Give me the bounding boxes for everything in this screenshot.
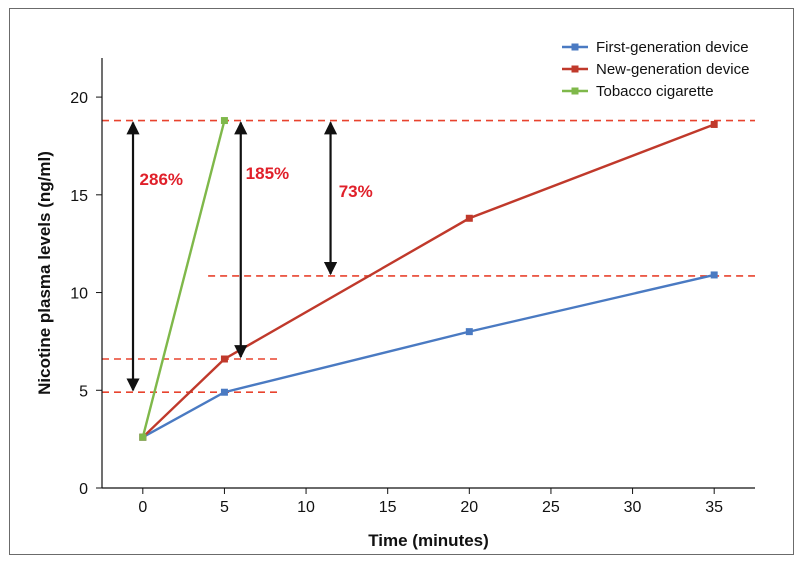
- legend-marker: [571, 43, 579, 51]
- series-group: [139, 117, 718, 441]
- y-axis-title: Nicotine plasma levels (ng/ml): [35, 151, 54, 395]
- series-line: [141, 123, 715, 439]
- y-tick-label: 10: [70, 286, 88, 303]
- data-point: [220, 355, 228, 363]
- percent-label: 73%: [339, 182, 373, 201]
- x-axis-title: Time (minutes): [368, 531, 489, 550]
- x-tick-label: 5: [220, 499, 229, 516]
- series-line: [142, 273, 715, 439]
- data-point: [465, 214, 473, 222]
- x-tick-label: 25: [542, 499, 560, 516]
- legend-marker: [571, 65, 579, 73]
- data-point: [220, 388, 228, 396]
- y-tick-label: 0: [79, 481, 88, 498]
- legend-marker: [571, 87, 579, 95]
- x-tick-label: 30: [624, 499, 642, 516]
- data-point: [220, 117, 228, 125]
- legend-label: New-generation device: [596, 61, 749, 78]
- x-tick-label: 20: [460, 499, 478, 516]
- y-tick-label: 15: [70, 188, 88, 205]
- axes: 0 5 10 15 20 25 30 35 0 5 10 15 20 Time (minutes) Nico…: [35, 58, 755, 550]
- chart-frame: [9, 8, 794, 555]
- legend-label: First-generation device: [596, 39, 749, 56]
- x-tick-label: 15: [379, 499, 397, 516]
- data-point: [710, 120, 718, 128]
- percent-label: 286%: [140, 170, 183, 189]
- percent-label: 185%: [246, 164, 289, 183]
- data-point: [710, 271, 718, 279]
- data-point: [465, 328, 473, 336]
- y-tick-label: 5: [79, 383, 88, 400]
- x-tick-label: 10: [297, 499, 315, 516]
- x-tick-label: 0: [138, 499, 147, 516]
- data-point: [139, 433, 147, 441]
- series-line: [141, 120, 226, 438]
- legend-label: Tobacco cigarette: [596, 83, 714, 100]
- reference-lines: [102, 119, 755, 394]
- legend: First-generation device New-generation de…: [562, 39, 749, 100]
- annotations: 286% 185% 73%: [126, 121, 373, 392]
- y-tick-label: 20: [70, 90, 88, 107]
- x-tick-label: 35: [705, 499, 723, 516]
